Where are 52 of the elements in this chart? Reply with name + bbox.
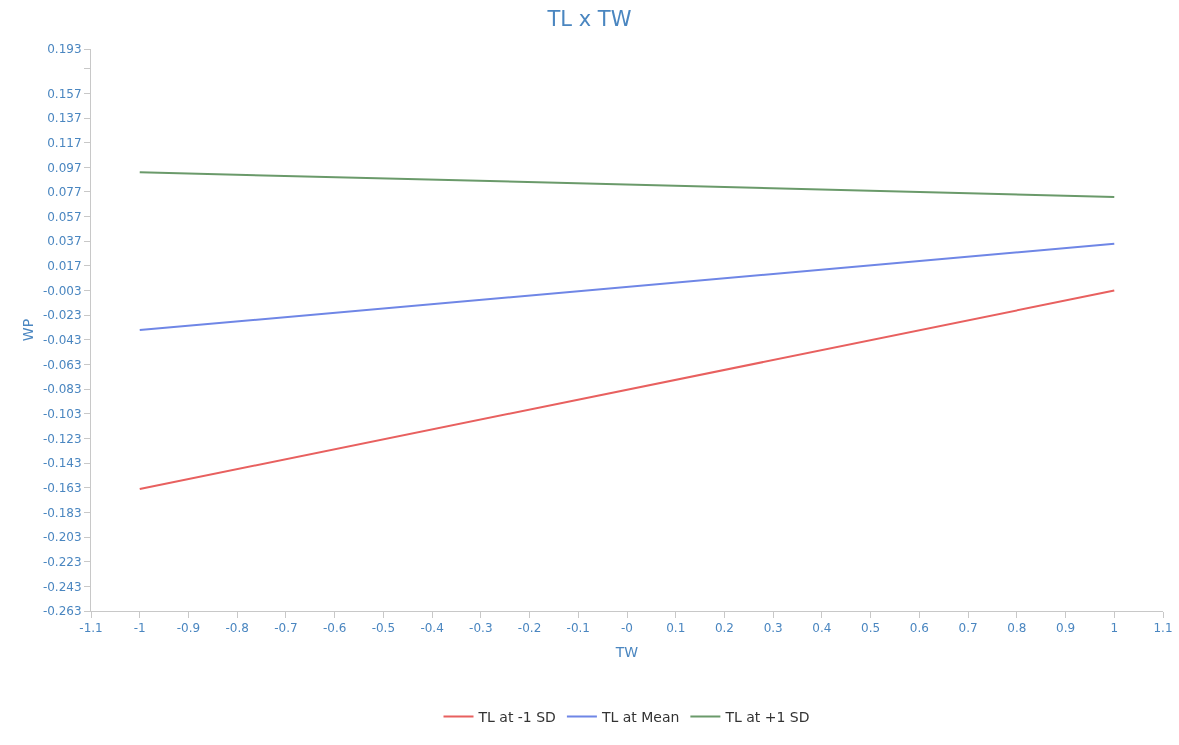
y-tick-label: -0.103 — [42, 407, 82, 422]
y-tick-label: -0.203 — [42, 530, 82, 545]
x-tick-label: 0.4 — [812, 621, 832, 636]
x-tick-label: 0.8 — [1007, 621, 1027, 636]
x-tick-label: -0.3 — [469, 621, 493, 636]
y-tick-label: -0.083 — [42, 382, 82, 397]
x-tick-label: 1 — [1110, 621, 1119, 636]
x-tick-label: -0.6 — [322, 621, 347, 636]
x-tick-label: -0.5 — [371, 621, 396, 636]
y-tick-label: -0.003 — [42, 283, 82, 298]
y-tick-label: 0.157 — [47, 86, 82, 101]
y-tick-label: -0.223 — [42, 554, 82, 569]
x-tick-label: -0.7 — [274, 621, 298, 636]
chart-title: TL x TW — [546, 6, 632, 31]
legend-label: TL at Mean — [600, 708, 680, 725]
y-tick-label: 0.077 — [47, 185, 82, 200]
y-tick-label: 0.057 — [47, 209, 82, 224]
y-tick-label: -0.243 — [42, 579, 82, 594]
x-tick-label: -0.8 — [225, 621, 249, 636]
x-tick-label: 0.3 — [763, 621, 783, 636]
x-tick-label: -0.1 — [566, 621, 590, 636]
y-tick-label: 0.097 — [47, 160, 82, 175]
y-tick-label: -0.263 — [42, 604, 82, 619]
x-tick-label: -0 — [621, 621, 633, 636]
x-tick-label: 0.7 — [958, 621, 978, 636]
x-tick-label: -0.2 — [517, 621, 542, 636]
legend-label: TL at -1 SD — [477, 708, 556, 725]
x-tick-label: 0.5 — [861, 621, 881, 636]
y-tick-label: 0.037 — [47, 234, 82, 249]
x-tick-label: 1.1 — [1153, 621, 1173, 636]
y-tick-label: -0.183 — [42, 505, 82, 520]
y-tick-label: -0.043 — [42, 333, 82, 348]
x-tick-label: -1 — [133, 621, 146, 636]
legend-label: TL at +1 SD — [724, 708, 810, 725]
x-tick-label: -0.4 — [420, 621, 444, 636]
y-tick-label: -0.143 — [42, 456, 82, 471]
y-tick-label: -0.123 — [42, 431, 82, 446]
y-tick-label: 0.117 — [47, 135, 82, 150]
x-tick-label: -1.1 — [79, 621, 103, 636]
y-tick-label: 0.137 — [47, 111, 82, 126]
x-tick-label: 0.1 — [666, 621, 686, 636]
x-tick-label: 0.6 — [909, 621, 929, 636]
y-tick-label: -0.063 — [42, 357, 82, 372]
y-tick-label: -0.023 — [42, 308, 82, 323]
y-tick-label: 0.193 — [47, 42, 82, 57]
y-tick-label: -0.163 — [42, 480, 82, 495]
x-tick-label: 0.9 — [1056, 621, 1076, 636]
x-axis-title: TW — [614, 643, 639, 660]
y-tick-label: 0.017 — [47, 259, 82, 274]
x-tick-label: -0.9 — [176, 621, 201, 636]
x-tick-label: 0.2 — [714, 621, 734, 636]
y-axis-title: WP — [19, 318, 36, 342]
